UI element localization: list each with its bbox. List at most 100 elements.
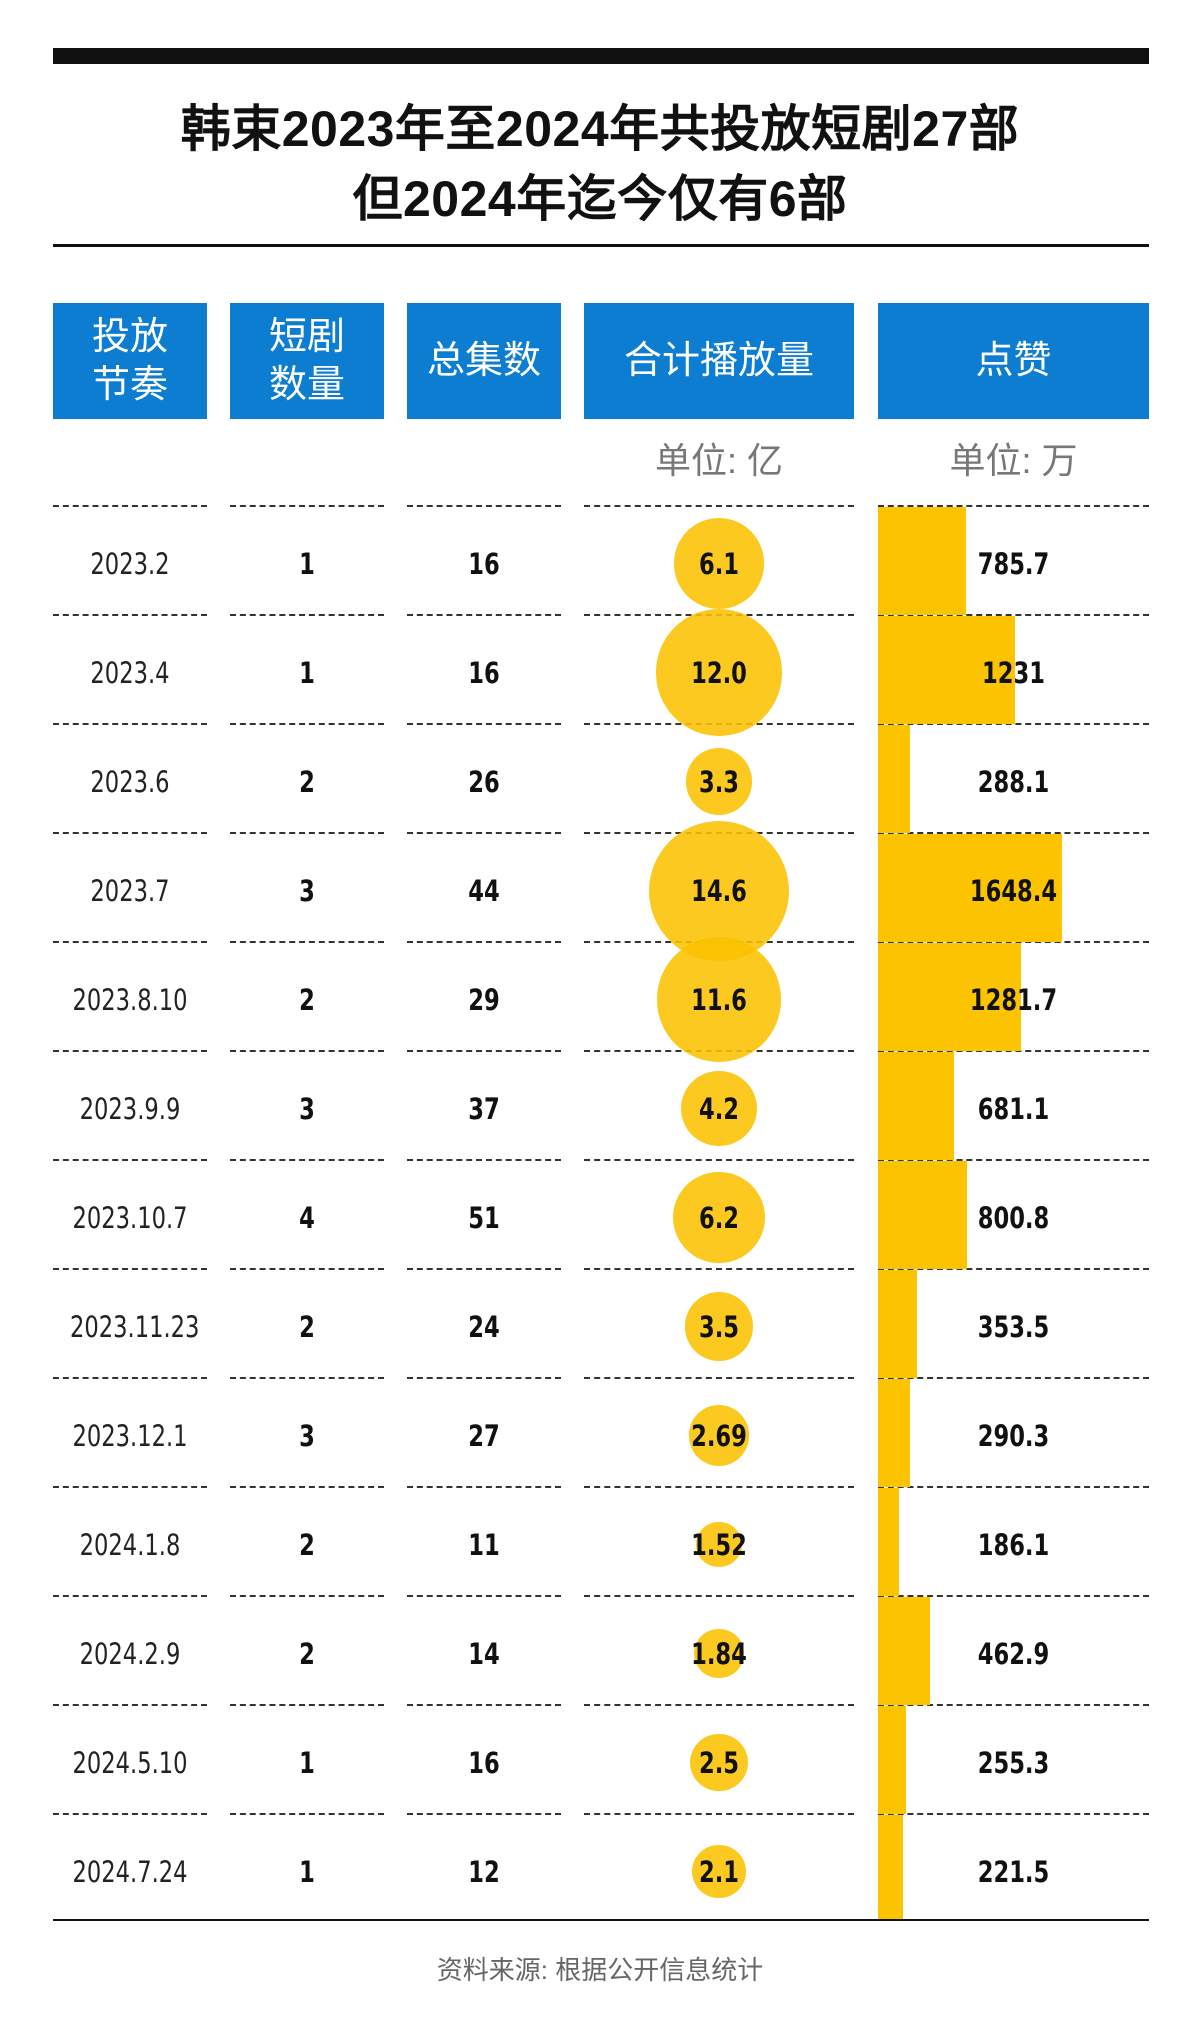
likes-label: 186.1 <box>977 1527 1050 1562</box>
row-separator <box>584 1595 854 1597</box>
likes-bar <box>878 1161 967 1269</box>
row-separator <box>53 1159 207 1161</box>
plays-label: 2.5 <box>698 1745 740 1780</box>
count-cell: 3 <box>299 873 315 908</box>
episodes-cell: 12 <box>468 1854 500 1889</box>
row-separator <box>230 1813 384 1815</box>
title-line-1: 韩束2023年至2024年共投放短剧27部 <box>180 101 1020 157</box>
header-count-line-2: 数量 <box>268 364 345 406</box>
row-separator <box>584 1704 854 1706</box>
plays-label: 11.6 <box>691 982 747 1017</box>
likes-bar <box>878 1379 910 1487</box>
plays-label: 2.69 <box>691 1418 747 1453</box>
row-separator <box>407 1377 561 1379</box>
row-separator <box>407 1268 561 1270</box>
row-separator <box>878 1159 1149 1161</box>
row-separator <box>878 1377 1149 1379</box>
plays-label: 1.84 <box>691 1636 747 1671</box>
row-separator <box>878 832 1149 834</box>
date-cell: 2023.10.7 <box>72 1200 188 1235</box>
date-cell: 2023.2 <box>90 546 170 581</box>
count-cell: 1 <box>299 1854 315 1889</box>
likes-label: 353.5 <box>977 1309 1050 1344</box>
row-separator <box>878 941 1149 943</box>
source-note: 资料来源: 根据公开信息统计 <box>436 1955 764 1985</box>
plays-circle <box>673 518 765 609</box>
row-separator <box>584 1486 854 1488</box>
plays-circle <box>690 1733 748 1792</box>
likes-label: 462.9 <box>977 1636 1050 1671</box>
count-cell: 2 <box>299 1636 315 1671</box>
likes-bar <box>878 943 1021 1051</box>
row-separator <box>878 614 1149 616</box>
date-cell: 2023.11.23 <box>69 1309 200 1344</box>
plays-circle <box>673 1171 765 1264</box>
row-separator <box>584 1377 854 1379</box>
likes-label: 1648.4 <box>969 873 1058 908</box>
row-separator <box>230 1595 384 1597</box>
likes-label: 681.1 <box>977 1091 1050 1126</box>
date-cell: 2024.2.9 <box>79 1636 181 1671</box>
plays-label: 1.52 <box>691 1527 747 1562</box>
row-separator <box>53 1595 207 1597</box>
header-count: 短剧 数量 <box>230 303 384 419</box>
date-cell: 2023.8.10 <box>72 982 188 1017</box>
row-separator <box>878 1595 1149 1597</box>
row-separator <box>407 1704 561 1706</box>
count-cell: 1 <box>299 546 315 581</box>
row-separator <box>53 832 207 834</box>
row-separator <box>878 505 1149 507</box>
row-separator <box>407 723 561 725</box>
date-cell: 2023.12.1 <box>72 1418 188 1453</box>
row-separator <box>53 1486 207 1488</box>
count-cell: 2 <box>299 764 315 799</box>
unit-plays: 单位: 亿 <box>654 440 783 481</box>
row-separator <box>53 614 207 616</box>
row-separator <box>407 832 561 834</box>
likes-bar <box>878 1815 903 1919</box>
likes-bar <box>878 834 1062 942</box>
plays-circle <box>656 937 782 1062</box>
count-cell: 2 <box>299 1527 315 1562</box>
row-separator <box>407 1486 561 1488</box>
row-separator <box>53 505 207 507</box>
row-separator <box>584 1813 854 1815</box>
likes-label: 1281.7 <box>969 982 1058 1017</box>
row-separator <box>230 1268 384 1270</box>
episodes-cell: 24 <box>468 1309 500 1344</box>
episodes-cell: 16 <box>468 655 500 690</box>
row-separator <box>407 614 561 616</box>
header-count-line-1: 短剧 <box>268 316 345 358</box>
episodes-cell: 51 <box>468 1200 500 1235</box>
count-cell: 2 <box>299 982 315 1017</box>
likes-label: 1231 <box>982 655 1045 690</box>
date-cell: 2024.7.24 <box>72 1854 188 1889</box>
likes-label: 290.3 <box>977 1418 1050 1453</box>
plays-label: 6.2 <box>698 1200 740 1235</box>
likes-bar <box>878 1706 906 1814</box>
row-separator <box>230 1050 384 1052</box>
plays-label: 3.3 <box>698 764 740 799</box>
row-separator <box>878 1704 1149 1706</box>
row-separator <box>230 1377 384 1379</box>
date-cell: 2023.6 <box>90 764 170 799</box>
row-separator <box>878 723 1149 725</box>
likes-bar <box>878 616 1015 724</box>
row-separator <box>230 941 384 943</box>
date-cell: 2023.4 <box>90 655 170 690</box>
row-separator <box>53 1268 207 1270</box>
likes-label: 221.5 <box>977 1854 1050 1889</box>
episodes-cell: 11 <box>468 1527 500 1562</box>
row-separator <box>878 1050 1149 1052</box>
row-separator <box>584 505 854 507</box>
row-separator <box>230 505 384 507</box>
date-cell: 2023.7 <box>90 873 170 908</box>
plays-circle <box>684 1292 754 1361</box>
likes-label: 288.1 <box>977 764 1050 799</box>
likes-label: 785.7 <box>977 546 1050 581</box>
row-separator <box>230 1159 384 1161</box>
row-separator <box>878 1813 1149 1815</box>
date-cell: 2023.9.9 <box>79 1091 181 1126</box>
count-cell: 3 <box>299 1418 315 1453</box>
